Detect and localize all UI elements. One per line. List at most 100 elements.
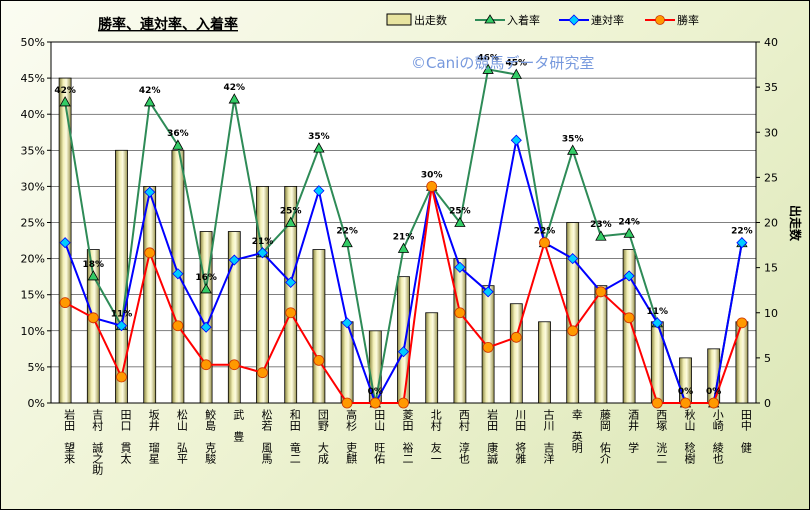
data-label: 42% — [139, 86, 161, 96]
y2-tick-label: 10 — [764, 307, 778, 320]
point-連対率 — [256, 247, 269, 259]
point-連対率 — [172, 268, 184, 280]
y2-tick-label: 5 — [764, 352, 771, 365]
x-tick-label: 坂井 瑠星 — [147, 409, 160, 464]
data-label: 21% — [252, 237, 274, 247]
point-勝率 — [144, 247, 156, 259]
x-tick-label: 鮫島 克駿 — [204, 408, 217, 465]
y2-tick-label: 20 — [764, 217, 778, 230]
point-勝率 — [257, 367, 268, 379]
point-連対率 — [567, 253, 579, 265]
legend-label-place: 入着率 — [507, 13, 540, 27]
point-勝率 — [482, 342, 494, 353]
point-入着率 — [172, 139, 184, 150]
point-入着率 — [397, 242, 410, 253]
x-tick-label: 西塚 洸二 — [655, 409, 668, 464]
point-勝率 — [708, 397, 720, 409]
bar-出走数 — [622, 249, 636, 404]
x-tick-label: 西村 淳也 — [457, 409, 470, 464]
point-連対率 — [397, 346, 410, 358]
x-tick-label: 幸 英明 — [570, 409, 583, 454]
bar-出走数 — [594, 285, 608, 404]
point-勝率 — [680, 397, 691, 409]
point-連対率 — [482, 286, 494, 298]
point-勝率 — [510, 331, 522, 343]
point-勝率 — [736, 317, 748, 329]
point-連対率 — [623, 270, 635, 282]
point-勝率 — [116, 371, 127, 383]
point-連対率 — [454, 261, 466, 273]
point-勝率 — [454, 307, 466, 319]
point-勝率 — [341, 397, 353, 409]
data-label: 30% — [421, 170, 443, 180]
point-入着率 — [200, 283, 212, 294]
x-tick-label: 岩田 康誠 — [486, 408, 499, 465]
x-tick-label: 吉村 誠之助 — [91, 409, 104, 476]
point-連対率 — [228, 254, 240, 266]
x-tick-label: 古川 吉洋 — [542, 409, 555, 464]
legend-marker-rentai — [568, 14, 580, 26]
legend-label-win: 勝率 — [677, 13, 699, 27]
y2-axis-title: 出走数 — [788, 205, 803, 242]
data-label: 0% — [368, 387, 383, 397]
point-連対率 — [115, 320, 128, 332]
data-label: 22% — [534, 227, 556, 237]
legend: 出走数 入着率 連対率 勝率 — [386, 13, 699, 27]
y-tick-label: 40% — [21, 108, 45, 121]
y2-tick-label: 0 — [764, 397, 771, 410]
x-tick-label: 松若 風馬 — [260, 408, 273, 465]
data-label: 0% — [678, 387, 693, 397]
point-勝率 — [623, 312, 635, 324]
point-勝率 — [595, 286, 607, 298]
x-tick-label: 田口 貫太 — [119, 409, 132, 465]
bar-出走数 — [143, 185, 157, 404]
y-tick-label: 5% — [28, 361, 45, 374]
y-tick-label: 10% — [21, 325, 45, 338]
data-label: 35% — [308, 132, 330, 142]
x-tick-label: 北村 友一 — [429, 409, 442, 464]
bar-出走数 — [227, 231, 241, 404]
point-入着率 — [454, 216, 466, 227]
point-入着率 — [285, 216, 297, 227]
bar-出走数 — [312, 249, 326, 404]
point-連対率 — [341, 317, 353, 329]
y2-tick-label: 25 — [764, 171, 778, 184]
y-tick-label: 0% — [28, 397, 45, 410]
data-label: 24% — [618, 217, 640, 227]
x-tick-label: 武 豊 — [232, 409, 245, 442]
point-入着率 — [510, 68, 522, 79]
y2-tick-label: 35 — [764, 81, 778, 94]
x-tick-label: 小崎 綾也 — [711, 409, 724, 464]
data-label: 23% — [590, 220, 612, 230]
x-tick-label: 団野 大成 — [316, 409, 329, 465]
data-label: 11% — [647, 307, 669, 317]
point-勝率 — [398, 397, 409, 409]
data-label: 22% — [336, 227, 358, 237]
x-tick-label: 高杉 吏麒 — [345, 408, 358, 465]
data-label: 42% — [224, 83, 246, 93]
point-入着率 — [595, 230, 607, 241]
data-label: 22% — [731, 227, 753, 237]
data-label: 42% — [54, 86, 76, 96]
point-入着率 — [482, 63, 494, 74]
point-勝率 — [313, 355, 325, 366]
point-連対率 — [200, 321, 212, 333]
x-tick-label: 秋山 稔樹 — [683, 408, 696, 465]
x-tick-label: 藤岡 佑介 — [598, 409, 611, 464]
data-label: 35% — [562, 134, 584, 144]
bar-出走数 — [284, 185, 298, 404]
bar-出走数 — [86, 249, 100, 404]
point-勝率 — [285, 307, 297, 319]
legend-marker-place — [484, 14, 496, 24]
point-入着率 — [87, 270, 99, 281]
point-入着率 — [341, 236, 353, 248]
y-tick-label: 35% — [21, 144, 45, 157]
data-label: 45% — [506, 58, 528, 68]
x-tick-label: 岩田 望来 — [63, 408, 76, 464]
bar-出走数 — [509, 303, 523, 404]
y2-tick-label: 40 — [764, 36, 778, 49]
y2-tick-label: 15 — [764, 262, 778, 275]
data-label: 16% — [195, 273, 217, 283]
y-tick-label: 30% — [21, 180, 45, 193]
